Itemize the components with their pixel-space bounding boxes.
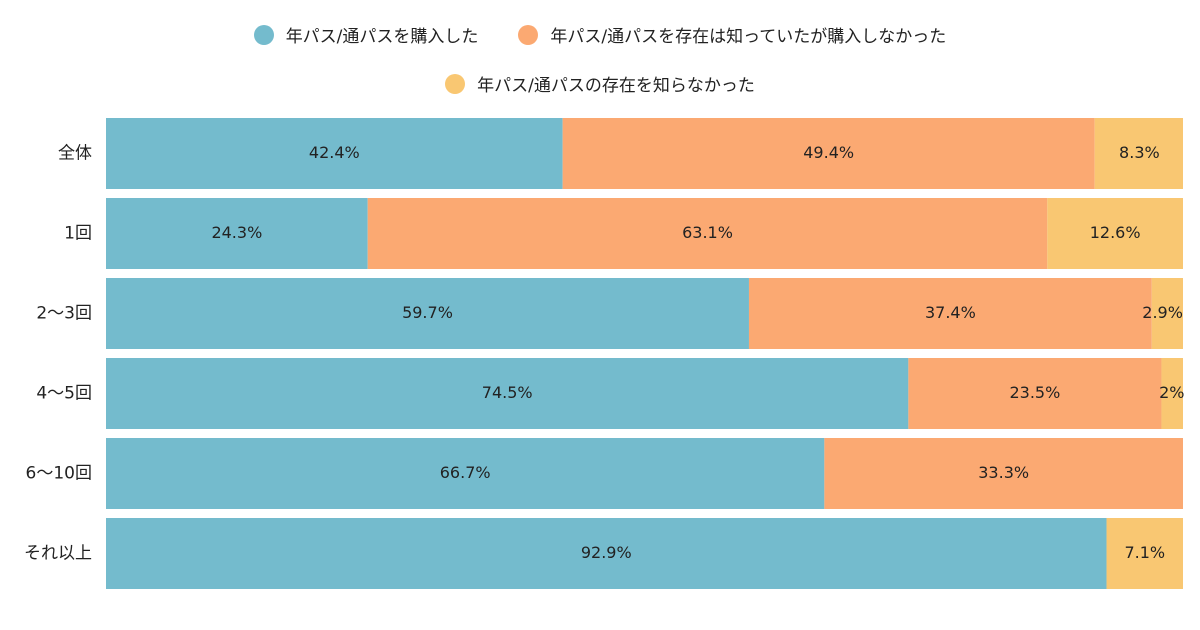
category-label: 全体: [58, 144, 92, 164]
bar-segment-purchased: [106, 198, 368, 269]
bar-segment-purchased: [106, 118, 563, 189]
bar-segment-aware-not-purchased: [367, 198, 1048, 269]
bar-segment-not-aware: [1094, 118, 1183, 189]
category-label: 6〜10回: [26, 464, 92, 484]
legend-label-purchased: 年パス/通パスを購入した: [285, 27, 479, 47]
data-label: 2.9%: [1142, 303, 1183, 322]
data-label: 59.7%: [402, 303, 453, 322]
bar-segment-purchased: [106, 518, 1107, 589]
bar-segment-purchased: [106, 278, 749, 349]
bar-segment-purchased: [106, 358, 909, 429]
legend-item-aware-not-purchased: 年パス/通パスを存在は知っていたが購入しなかった: [518, 22, 946, 47]
bar-segment-aware-not-purchased: [908, 358, 1162, 429]
data-label: 23.5%: [1009, 383, 1060, 402]
bar-segment-not-aware: [1047, 198, 1183, 269]
legend-item-purchased: 年パス/通パスを購入した: [253, 22, 479, 47]
bar-segment-aware-not-purchased: [824, 438, 1183, 509]
bar-segment-not-aware: [1151, 278, 1183, 349]
data-label: 66.7%: [440, 463, 491, 482]
data-label: 92.9%: [581, 543, 632, 562]
data-label: 2%: [1159, 383, 1184, 402]
category-label: それ以上: [24, 544, 92, 564]
bar-segment-aware-not-purchased: [748, 278, 1152, 349]
bar-segment-not-aware: [1161, 358, 1183, 429]
data-label: 12.6%: [1090, 223, 1141, 242]
category-label: 1回: [64, 224, 92, 244]
legend-label-aware-not-purchased: 年パス/通パスを存在は知っていたが購入しなかった: [550, 27, 947, 47]
data-label: 37.4%: [925, 303, 976, 322]
legend-item-not-aware: 年パス/通パスの存在を知らなかった: [445, 71, 755, 96]
legend-row-1: 年パス/通パスを購入した 年パス/通パスを存在は知っていたが購入しなかった: [0, 22, 1200, 47]
legend-swatch-not-aware: [445, 73, 466, 94]
data-label: 63.1%: [682, 223, 733, 242]
legend-row-2: 年パス/通パスの存在を知らなかった: [0, 71, 1200, 96]
data-label: 7.1%: [1124, 543, 1165, 562]
bar-segment-not-aware: [1106, 518, 1183, 589]
legend-swatch-purchased: [253, 24, 274, 45]
legend-swatch-aware-not-purchased: [518, 24, 539, 45]
data-label: 33.3%: [978, 463, 1029, 482]
legend-label-not-aware: 年パス/通パスの存在を知らなかった: [477, 76, 755, 96]
category-label: 2〜3回: [36, 304, 92, 324]
bar-segment-purchased: [106, 438, 825, 509]
data-label: 49.4%: [803, 143, 854, 162]
data-label: 8.3%: [1119, 143, 1160, 162]
data-label: 74.5%: [482, 383, 533, 402]
category-label: 4〜5回: [36, 384, 92, 404]
data-label: 24.3%: [211, 223, 262, 242]
bar-segment-aware-not-purchased: [562, 118, 1095, 189]
data-label: 42.4%: [309, 143, 360, 162]
